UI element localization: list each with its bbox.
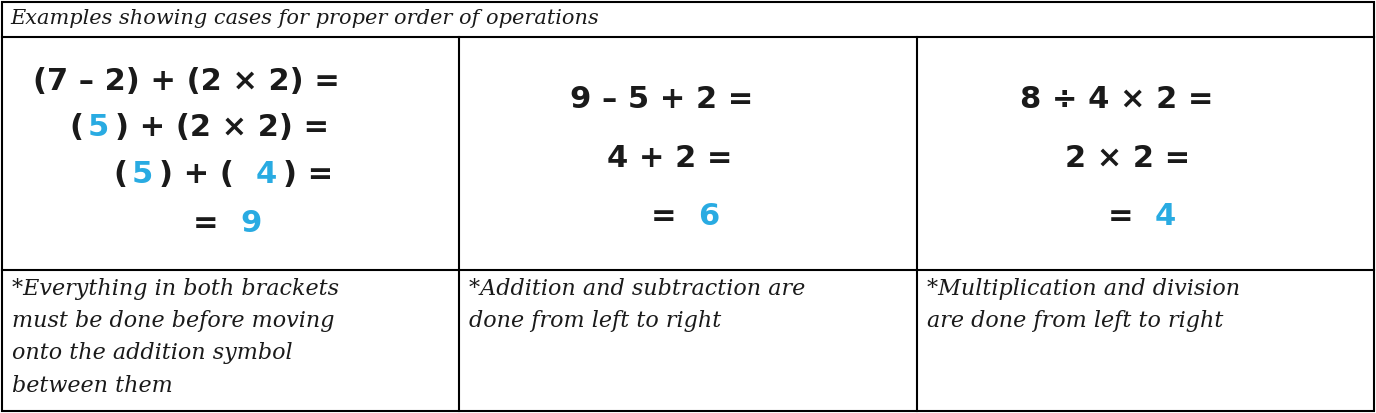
- Text: =: =: [651, 202, 687, 231]
- Text: ) + (2 × 2) =: ) + (2 × 2) =: [116, 114, 329, 142]
- Text: =: =: [1108, 202, 1145, 231]
- Text: 9: 9: [241, 209, 261, 238]
- Text: (7 – 2) + (2 × 2) =: (7 – 2) + (2 × 2) =: [33, 67, 340, 96]
- Text: *Multiplication and division
are done from left to right: *Multiplication and division are done fr…: [926, 278, 1240, 332]
- Text: 8 ÷ 4 × 2 =: 8 ÷ 4 × 2 =: [1021, 85, 1214, 114]
- Text: 4: 4: [256, 160, 277, 189]
- Text: *Everything in both brackets
must be done before moving
onto the addition symbol: *Everything in both brackets must be don…: [12, 278, 338, 396]
- Text: 9 – 5 + 2 =: 9 – 5 + 2 =: [570, 85, 753, 114]
- Text: (: (: [113, 160, 128, 189]
- Text: 2 × 2 =: 2 × 2 =: [1065, 144, 1190, 173]
- Text: *Addition and subtraction are
done from left to right: *Addition and subtraction are done from …: [469, 278, 805, 332]
- Text: Examples showing cases for proper order of operations: Examples showing cases for proper order …: [10, 9, 599, 28]
- Text: 4 + 2 =: 4 + 2 =: [607, 144, 732, 173]
- Text: 6: 6: [698, 202, 718, 231]
- Text: 5: 5: [88, 114, 109, 142]
- Text: 5: 5: [132, 160, 153, 189]
- Text: (: (: [70, 114, 84, 142]
- Text: =: =: [194, 209, 230, 238]
- Text: ) + (: ) + (: [160, 160, 234, 189]
- Text: 4: 4: [1154, 202, 1176, 231]
- Text: ) =: ) =: [283, 160, 333, 189]
